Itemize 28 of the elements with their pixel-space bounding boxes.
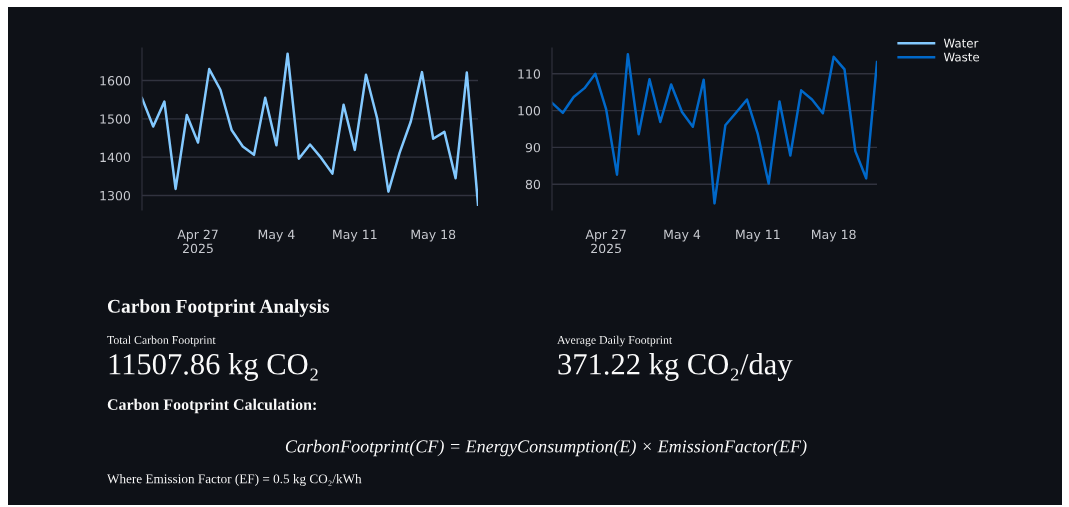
text: CarbonFootprint(CF) = EnergyConsumption(E) × EmissionFactor(EF) bbox=[285, 439, 807, 457]
y-tick-label: 80 bbox=[525, 179, 541, 190]
text: 11507.86 kg CO₂ bbox=[109, 353, 318, 381]
text: Carbon Footprint Calculation: bbox=[107, 398, 316, 414]
text: 371.22 kg CO₂/day bbox=[558, 353, 793, 381]
y-tick-label: 1500 bbox=[100, 114, 131, 124]
y-tick-label: 110 bbox=[518, 69, 541, 79]
x-tick-label: Apr 27 2025 bbox=[585, 229, 626, 254]
y-tick-label: 90 bbox=[525, 142, 541, 153]
x-tick-label: Apr 27 2025 bbox=[177, 229, 218, 254]
x-tick-label: May 11 bbox=[333, 229, 377, 242]
text: Total Carbon Footprint bbox=[107, 335, 216, 347]
legend-label: Waste bbox=[943, 52, 980, 62]
x-tick-label: May 18 bbox=[812, 229, 856, 242]
y-tick-label: 1600 bbox=[100, 76, 131, 86]
text: Where Emission Factor (EF) = 0.5 kg CO₂/kWh bbox=[107, 474, 362, 486]
text: Average Daily Footprint bbox=[557, 335, 673, 347]
x-tick-label: May 18 bbox=[411, 229, 456, 242]
text: Carbon Footprint Analysis bbox=[107, 299, 330, 317]
x-tick-label: May 4 bbox=[258, 229, 295, 242]
line-series bbox=[552, 53, 877, 205]
legend-label: Water bbox=[943, 38, 979, 48]
y-tick-label: 1300 bbox=[100, 190, 131, 201]
x-tick-label: May 4 bbox=[664, 229, 701, 242]
y-tick-label: 1400 bbox=[100, 152, 131, 163]
line-series bbox=[142, 52, 478, 206]
y-tick-label: 100 bbox=[518, 106, 541, 116]
x-tick-label: May 11 bbox=[736, 229, 780, 242]
